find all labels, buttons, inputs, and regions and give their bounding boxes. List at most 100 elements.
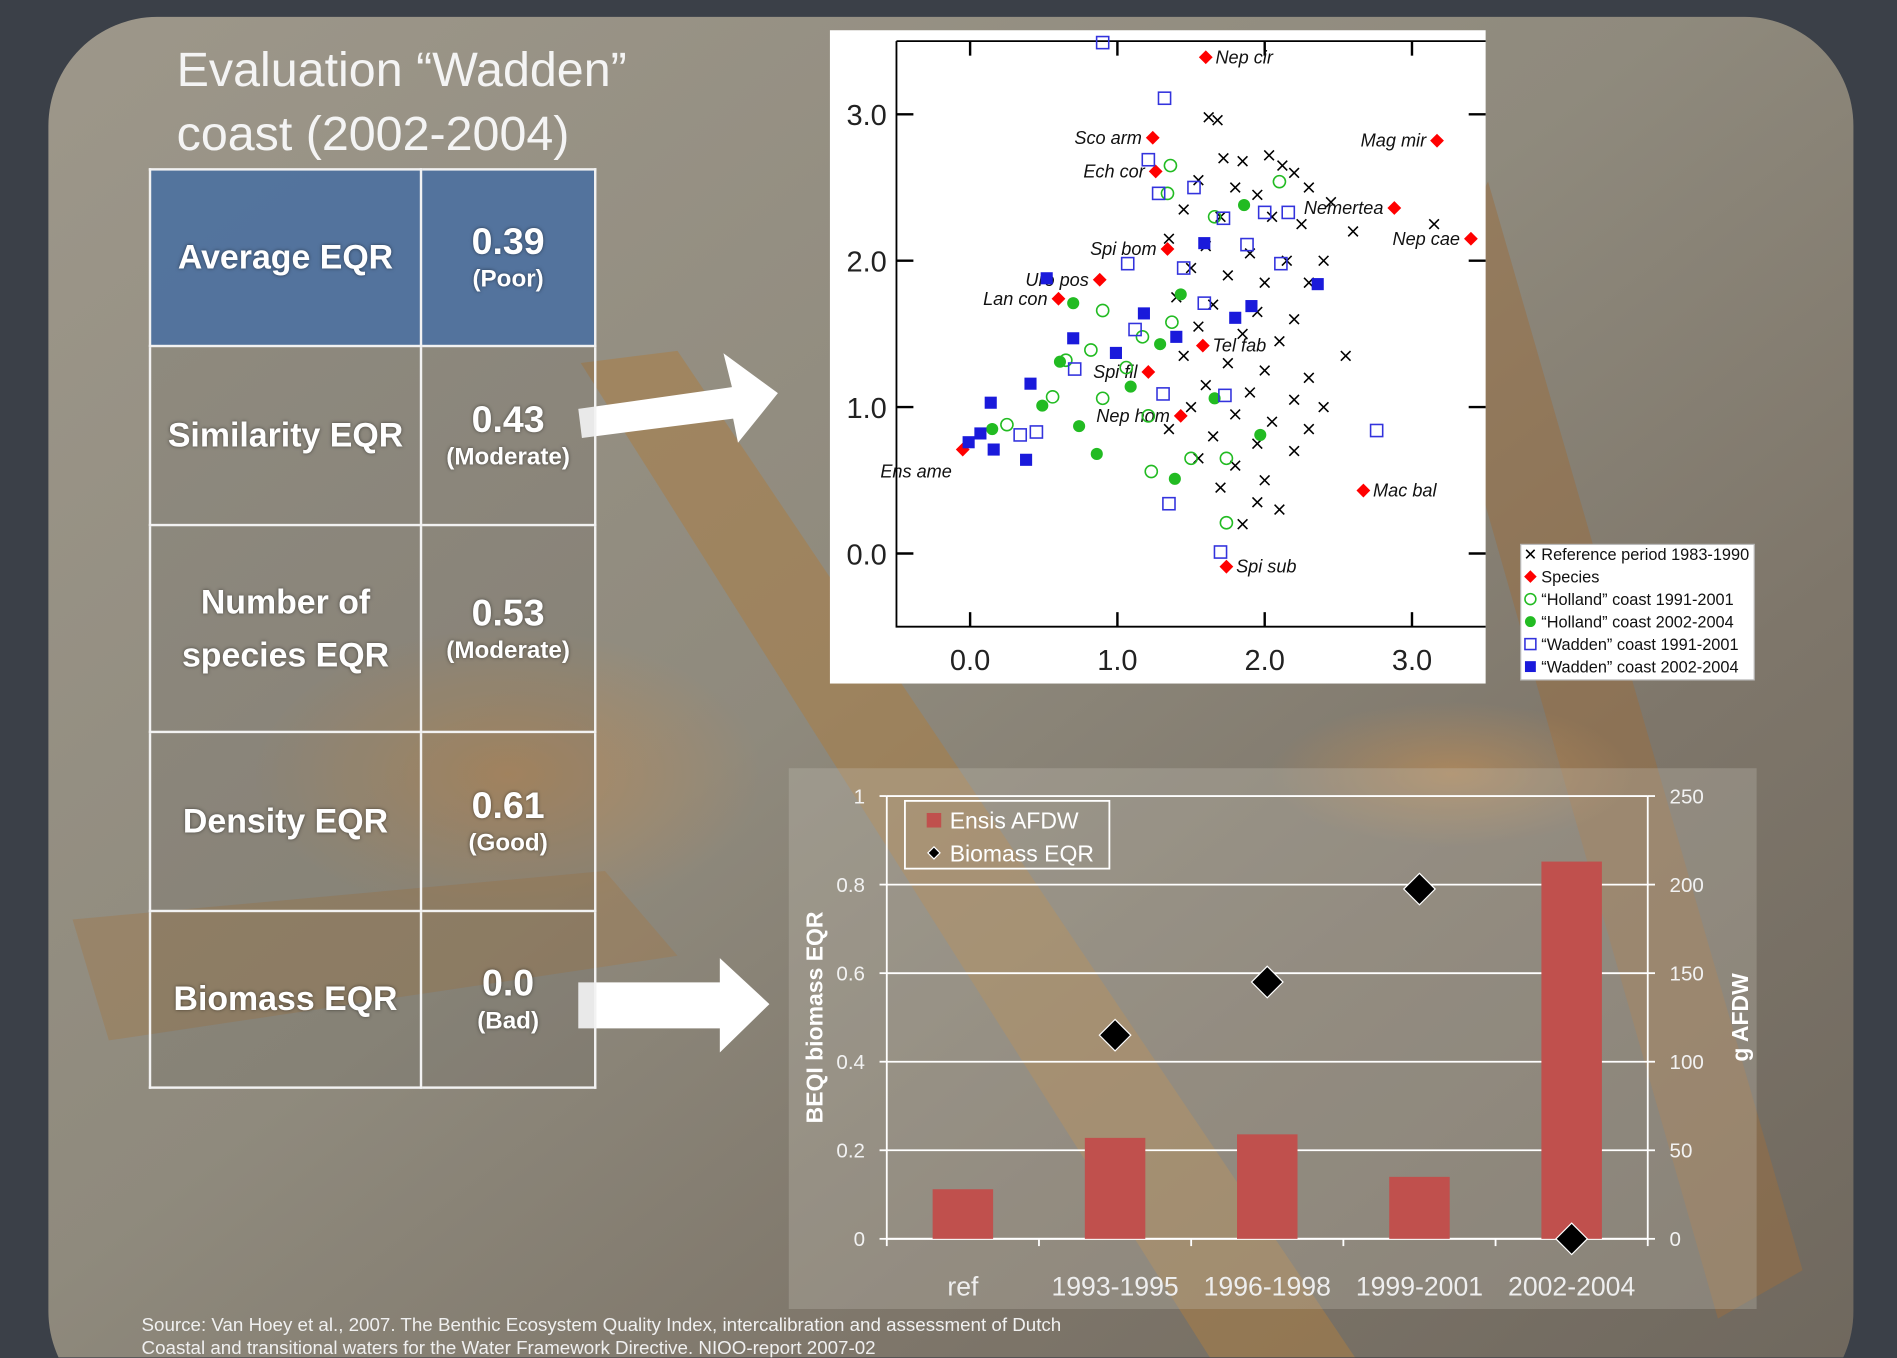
point (1110, 347, 1122, 359)
point (1198, 237, 1210, 249)
bar (933, 1189, 993, 1239)
rating: (Moderate) (423, 442, 592, 473)
y-tick-label: 2.0 (846, 247, 886, 279)
metric-value: 0.39(Poor) (421, 169, 595, 346)
point (1245, 300, 1257, 312)
x-tick-label: 1999-2001 (1356, 1272, 1483, 1302)
point-label: Nep cae (1393, 229, 1461, 249)
table-row: Density EQR 0.61(Good) (150, 732, 595, 911)
value: 0.39 (423, 220, 592, 264)
point-label: Uro pos (1025, 270, 1088, 290)
legend-marker (1525, 616, 1536, 627)
metric: Biomass EQR (150, 911, 421, 1088)
table-row: Similarity EQR 0.43(Moderate) (150, 346, 595, 525)
page: {"title": "Evaluation “Wadden” coast (20… (0, 0, 1897, 1358)
y2-tick-label: 200 (1670, 874, 1704, 897)
y-tick-label: 0.0 (846, 539, 886, 571)
legend-label: Reference period 1983-1990 (1541, 546, 1749, 564)
table-row: Biomass EQR 0.0(Bad) (150, 911, 595, 1088)
point (1036, 400, 1048, 412)
point-label: Nemertea (1304, 198, 1384, 218)
y-tick-label: 0.6 (836, 962, 865, 985)
y-tick-label: 0.2 (836, 1140, 865, 1163)
point-label: Lan con (983, 289, 1048, 309)
y-axis-title: BEQI biomass EQR (802, 911, 828, 1123)
legend-marker (1525, 661, 1536, 672)
legend-label: “Wadden” coast 2002-2004 (1541, 659, 1738, 677)
point (1175, 288, 1187, 300)
point (1067, 332, 1079, 344)
slide: 0.01.02.03.00.01.02.03.0Reference period… (0, 0, 1897, 1357)
slide-title: Evaluation “Wadden” coast (2002-2004) (177, 39, 685, 167)
y-tick-label: 0.8 (836, 874, 865, 897)
point (1041, 272, 1053, 284)
point-label: Spi sub (1236, 557, 1296, 577)
point (1024, 378, 1036, 390)
x-tick-label: 3.0 (1392, 645, 1432, 677)
value: 0.61 (423, 784, 592, 828)
point-label: Tel fab (1213, 336, 1267, 356)
legend-label: Biomass EQR (950, 840, 1094, 866)
table-row: Number of species EQR 0.53(Moderate) (150, 525, 595, 732)
source-note: Source: Van Hoey et al., 2007. The Benth… (142, 1314, 1098, 1358)
point-label: Ech cor (1083, 161, 1145, 181)
point (1238, 199, 1250, 211)
value: 0.53 (423, 591, 592, 635)
point (1254, 429, 1266, 441)
y2-tick-label: 150 (1670, 962, 1704, 985)
rating: (Poor) (423, 264, 592, 295)
value: 0.0 (423, 962, 592, 1006)
point-label: Ens ame (880, 461, 952, 481)
point (1020, 454, 1032, 466)
value: 0.43 (423, 398, 592, 442)
point (1154, 338, 1166, 350)
legend-label: “Holland” coast 1991-2001 (1541, 591, 1733, 609)
y2-tick-label: 100 (1670, 1051, 1704, 1074)
y2-tick-label: 0 (1670, 1228, 1681, 1251)
bar (1541, 862, 1601, 1239)
point-label: Mag mir (1361, 131, 1427, 151)
y2-axis-title: g AFDW (1727, 973, 1753, 1062)
rating: (Moderate) (423, 635, 592, 666)
point (963, 436, 975, 448)
eqr-table: Average EQR 0.39(Poor) Similarity EQR 0.… (149, 168, 597, 1089)
metric-value: 0.53(Moderate) (421, 525, 595, 732)
point (988, 444, 1000, 456)
point (1125, 381, 1137, 393)
x-tick-label: 0.0 (950, 645, 990, 677)
legend-label: “Wadden” coast 1991-2001 (1541, 636, 1738, 654)
y-tick-label: 0 (854, 1228, 865, 1251)
bar (1237, 1134, 1297, 1238)
legend-marker (927, 813, 942, 828)
metric: Number of species EQR (150, 525, 421, 732)
x-tick-label: ref (947, 1272, 979, 1302)
x-tick-label: 1996-1998 (1204, 1272, 1331, 1302)
point-label: Nep hom (1096, 406, 1170, 426)
x-tick-label: 2002-2004 (1508, 1272, 1635, 1302)
y-tick-label: 3.0 (846, 100, 886, 132)
point (1229, 312, 1241, 324)
metric-value: 0.0(Bad) (421, 911, 595, 1088)
x-tick-label: 1993-1995 (1051, 1272, 1178, 1302)
metric: Density EQR (150, 732, 421, 911)
legend-label: “Holland” coast 2002-2004 (1541, 614, 1733, 632)
metric: Average EQR (150, 169, 421, 346)
point (1138, 307, 1150, 319)
metric-value: 0.61(Good) (421, 732, 595, 911)
bar (1085, 1138, 1145, 1239)
y2-tick-label: 250 (1670, 785, 1704, 808)
rating: (Bad) (423, 1005, 592, 1036)
table-row: Average EQR 0.39(Poor) (150, 169, 595, 346)
point (986, 423, 998, 435)
x-tick-label: 2.0 (1245, 645, 1285, 677)
y2-tick-label: 50 (1670, 1140, 1693, 1163)
point (1091, 448, 1103, 460)
point (1073, 420, 1085, 432)
point-label: Nep cir (1215, 47, 1273, 67)
bar (1389, 1177, 1449, 1239)
point (1067, 297, 1079, 309)
legend-label: Ensis AFDW (950, 808, 1079, 834)
point-label: Sco arm (1074, 128, 1141, 148)
metric-value: 0.43(Moderate) (421, 346, 595, 525)
